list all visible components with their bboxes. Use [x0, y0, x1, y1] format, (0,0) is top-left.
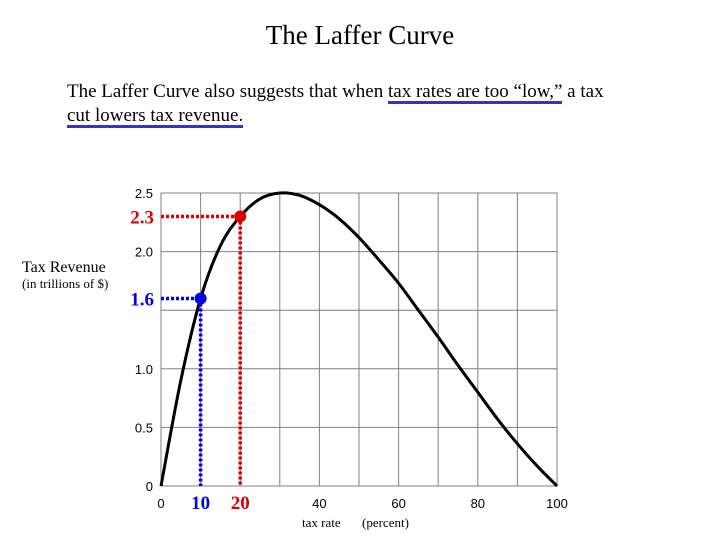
highlight-point: [234, 210, 247, 223]
x-axis-sublabel: (percent): [362, 515, 409, 530]
x-tick-label: 0: [157, 496, 164, 511]
x-tick-label: 40: [312, 496, 326, 511]
x-tick-label: 80: [471, 496, 485, 511]
highlight-x-label: 10: [191, 493, 210, 514]
curve-layer: [159, 191, 559, 488]
caption-underline-1: tax rates are too “low,”: [387, 81, 563, 104]
axis-labels: Tax Revenue(in trillions of $) tax rate (p…: [22, 259, 409, 530]
highlight-point: [194, 292, 207, 305]
caption-part-2: a tax: [562, 81, 604, 102]
plot-frame: [160, 192, 558, 487]
y-tick-label: 2.5: [135, 186, 153, 201]
caption-part-1: The Laffer Curve also suggests that when: [67, 81, 388, 102]
highlight-layer: 10 1.6 20 2.3: [130, 207, 249, 514]
y-tick-label: 0.5: [135, 420, 153, 435]
y-tick-label: 1.0: [135, 362, 153, 377]
slide-title: The Laffer Curve: [265, 20, 455, 50]
highlight-x-label: 20: [231, 493, 250, 514]
highlight-y-label: 1.6: [130, 289, 154, 310]
y-axis-label: Tax Revenue: [22, 259, 106, 276]
highlight-y-label: 2.3: [130, 207, 154, 228]
x-tick-label: 100: [546, 496, 568, 511]
x-axis-label: tax rate: [302, 515, 341, 530]
x-tick-label: 60: [391, 496, 405, 511]
caption-text: The Laffer Curve also suggests that when…: [67, 80, 667, 128]
y-tick-label: 2.0: [135, 245, 153, 260]
laffer-curve-line: [159, 191, 559, 488]
caption-underline-2: cut lowers tax revenue.: [67, 105, 244, 128]
tick-labels: 0 40 60 80 100 0 0.5 1.0 2.0 2.5: [135, 186, 568, 511]
y-axis-sublabel: (in trillions of $): [22, 276, 108, 291]
y-tick-label: 0: [146, 479, 153, 494]
